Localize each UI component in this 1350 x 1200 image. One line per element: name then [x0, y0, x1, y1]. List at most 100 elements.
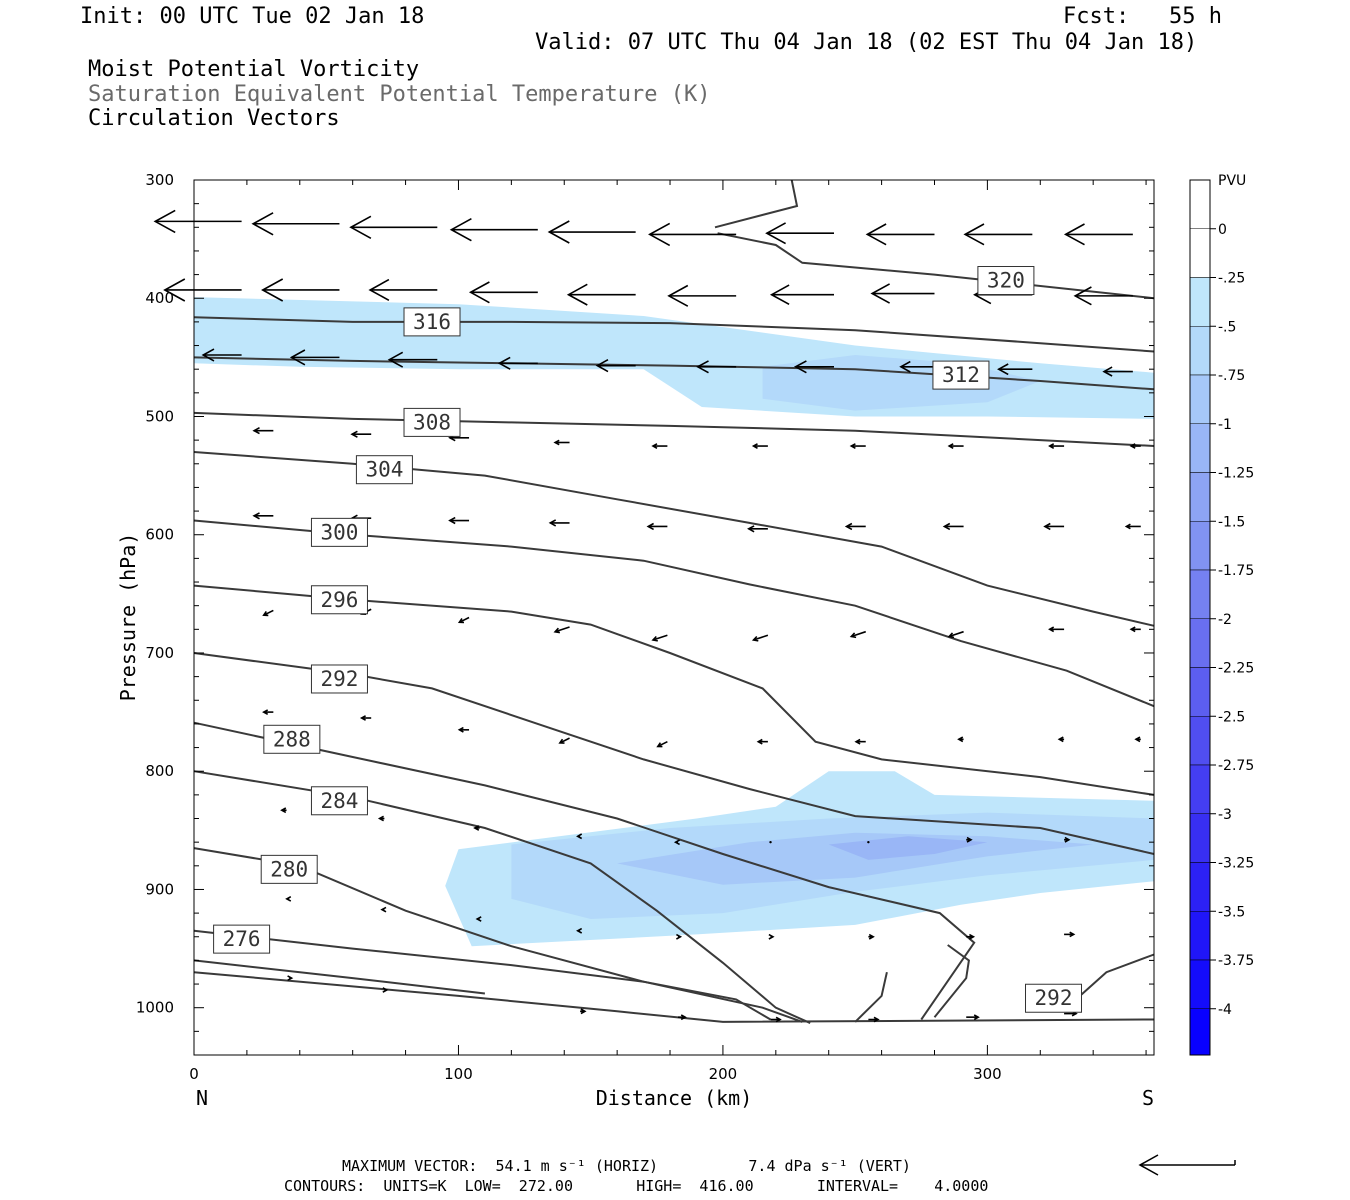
x-tick-label: 0 [189, 1065, 199, 1083]
colorbar-cell [1189, 716, 1211, 766]
vector-head [553, 439, 560, 446]
colorbar-label: -1.25 [1218, 466, 1254, 482]
colorbar-label: -3.5 [1218, 904, 1245, 920]
vector-head [576, 927, 583, 934]
vector-head [1134, 736, 1141, 743]
vector-head [969, 933, 976, 940]
vector-dot [769, 840, 772, 844]
vector-head [558, 738, 565, 744]
valid-time: Valid: 07 UTC Thu 04 Jan 18 (02 EST Thu … [535, 30, 1198, 55]
contour-label-292: 292 [310, 664, 368, 694]
vector-head [262, 610, 269, 617]
vector-28 [997, 363, 1033, 376]
vector-shaft [263, 609, 274, 616]
vector-head [656, 742, 663, 748]
vector-head [252, 427, 260, 435]
vector-head [751, 635, 759, 642]
vector-head [793, 360, 807, 374]
vector-6 [765, 222, 834, 245]
vector-head [865, 223, 887, 246]
vector-63 [558, 737, 570, 744]
contour-label-text: 316 [413, 310, 451, 334]
vector-head [947, 632, 955, 639]
colorbar-label: -2.75 [1218, 758, 1254, 774]
contour-276-12 [193, 959, 486, 995]
vector-head [676, 933, 683, 940]
vector-87 [1064, 931, 1076, 938]
vector-39 [1129, 443, 1141, 449]
vector-85 [868, 933, 875, 940]
vector-37 [947, 443, 964, 449]
y-tick-label: 600 [145, 526, 174, 544]
forecast-hour: Fcst: 55 h [1063, 4, 1222, 29]
colorbar-cell [1189, 862, 1211, 912]
vector-53 [553, 626, 570, 634]
contour-label-text: 300 [320, 520, 358, 544]
vector-head [252, 512, 260, 520]
contour-320-17 [714, 179, 799, 229]
vector-head [966, 836, 973, 843]
y-tick-label: 900 [145, 880, 174, 898]
vector-head [651, 443, 658, 449]
y-tick-label: 700 [145, 644, 174, 662]
contour-label-280: 280 [260, 854, 318, 884]
contour-308-3 [193, 411, 1155, 447]
contour-292-15 [193, 971, 1155, 1023]
field-title-3: Circulation Vectors [88, 106, 340, 131]
contour-label-box [260, 854, 318, 884]
vector-65 [756, 738, 768, 745]
contour-label-284: 284 [310, 786, 368, 816]
contour-label-box [213, 924, 271, 954]
contour-label-292: 292 [1025, 983, 1083, 1013]
colorbar-unit: PVU [1218, 173, 1246, 189]
contour-label-box [355, 455, 413, 485]
vector-16 [769, 284, 834, 306]
vector-head [473, 825, 480, 831]
colorbar-label: -2 [1218, 612, 1232, 628]
vector-shaft [459, 616, 470, 624]
vector-shaft [554, 626, 570, 633]
vector-head [775, 1016, 782, 1023]
colorbar-label: -.25 [1218, 271, 1245, 287]
vector-head [261, 278, 284, 302]
vector-head [942, 522, 951, 531]
vector-78 [1064, 836, 1071, 843]
contour-label-304: 304 [355, 455, 413, 485]
colorbar-cell [1189, 179, 1211, 229]
vector-21 [289, 349, 340, 366]
colorbar-label: 0 [1218, 222, 1227, 238]
contour-label-text: 292 [1035, 986, 1073, 1010]
vector-90 [580, 1008, 587, 1015]
vector-8 [963, 223, 1033, 246]
contour-label-box [403, 407, 461, 437]
colorbar: PVU 0 -.25 -.5 -.75 -1 -1.25 -1.5 -1.75 -2 -2.25 -2… [1189, 173, 1254, 1056]
contour-label-296: 296 [310, 585, 368, 615]
contour-label-text: 320 [987, 269, 1025, 293]
vector-head [380, 906, 387, 913]
vector-4 [547, 220, 636, 244]
vector-34 [651, 443, 668, 449]
vector-38 [1048, 443, 1065, 449]
vector-head [768, 933, 775, 940]
x-tick-label: 300 [973, 1065, 1002, 1083]
vector-head [468, 281, 490, 304]
contour-label-text: 304 [365, 458, 403, 482]
vector-45 [747, 525, 768, 533]
vector-72 [473, 825, 480, 831]
contour-label-text: 312 [942, 363, 980, 387]
vector-71 [377, 815, 385, 822]
vector-head [359, 715, 366, 721]
vector-56 [849, 630, 866, 639]
contour-label-text: 280 [270, 857, 308, 881]
vector-head [1048, 626, 1055, 633]
vector-head [566, 283, 588, 306]
vector-64 [656, 740, 668, 748]
vector-91 [677, 1014, 687, 1021]
vector-67 [957, 736, 964, 743]
colorbar-cell [1189, 813, 1211, 863]
vector-head [368, 278, 390, 302]
vector-head [1073, 286, 1092, 306]
contour-note: CONTOURS: UNITS=K LOW= 272.00 HIGH= 416.… [284, 1177, 989, 1195]
vector-head [899, 360, 911, 373]
